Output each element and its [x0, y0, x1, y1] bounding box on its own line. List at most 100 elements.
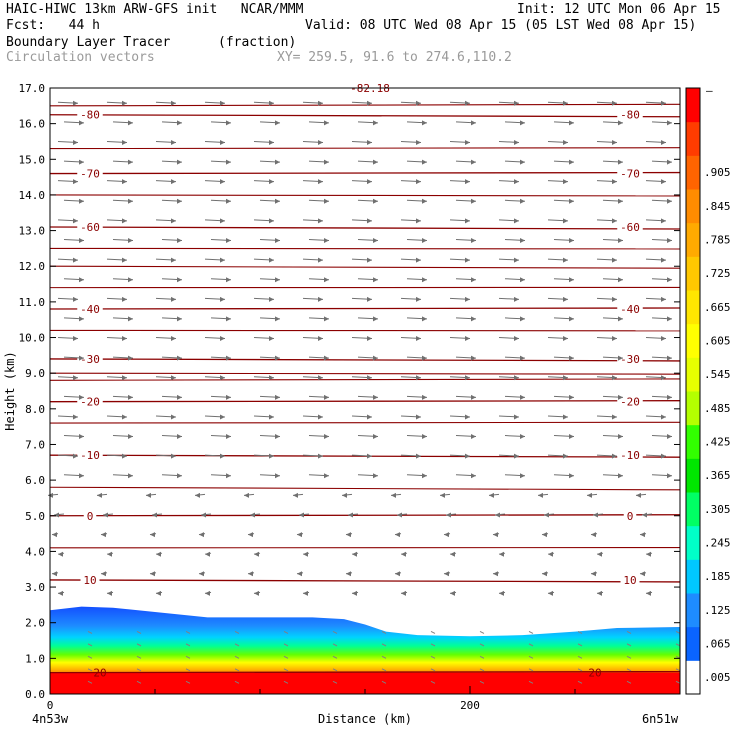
- vector-arrowhead: [661, 375, 666, 381]
- y-tick-label: 3.0: [25, 581, 45, 594]
- vector-arrowhead: [79, 120, 84, 126]
- low-level-vector: [626, 680, 632, 684]
- colorbar-tick-label: .365: [704, 469, 731, 482]
- vector-arrowhead: [275, 473, 280, 479]
- vector-arrowhead: [563, 179, 568, 185]
- vector-arrowhead: [318, 414, 323, 420]
- vector-arrowhead: [226, 355, 231, 361]
- low-level-vector: [185, 668, 191, 672]
- vector-arrowhead: [548, 590, 553, 596]
- y-tick-label: 0.0: [25, 688, 45, 701]
- y-tick-label: 6.0: [25, 474, 45, 487]
- contour-label: -20: [620, 396, 640, 409]
- vector-arrowhead: [177, 355, 182, 361]
- contour-label-bg: [77, 167, 103, 180]
- temperature-contour: [49, 514, 681, 517]
- vector-arrowhead: [520, 159, 525, 165]
- vector-arrowhead: [373, 277, 378, 283]
- vector-arrowhead: [226, 316, 231, 322]
- vector-arrowhead: [563, 375, 568, 381]
- low-level-vector: [626, 630, 632, 634]
- vector-arrowhead: [542, 571, 547, 577]
- vector-arrowhead: [465, 375, 470, 381]
- vector-arrowhead: [297, 571, 302, 577]
- vector-arrowhead: [199, 571, 204, 577]
- overlay-name: Circulation vectors: [6, 50, 155, 65]
- vector-arrowhead: [171, 336, 176, 342]
- vector-arrowhead: [563, 414, 568, 420]
- vector-arrowhead: [667, 473, 672, 479]
- temperature-contour: [49, 486, 681, 491]
- vector-arrowhead: [226, 238, 231, 243]
- vector-arrowhead: [128, 473, 133, 479]
- low-level-vector: [136, 680, 142, 684]
- vector-arrowhead: [324, 473, 329, 479]
- vector-arrowhead: [269, 414, 274, 420]
- vector-arrowhead: [416, 100, 421, 106]
- vector-arrowhead: [544, 512, 549, 518]
- vector-arrowhead: [367, 257, 372, 263]
- contour-label: -10: [80, 449, 100, 462]
- vector-arrowhead: [352, 590, 357, 596]
- vector-arrowhead: [520, 316, 525, 322]
- vector-arrowhead: [397, 512, 402, 518]
- x-end-label: 6n51w: [642, 712, 679, 726]
- vector-arrowhead: [244, 492, 249, 498]
- vector-arrowhead: [79, 473, 84, 479]
- vector-arrowhead: [269, 179, 274, 185]
- vector-arrowhead: [367, 453, 372, 459]
- contour-label-bg: [77, 221, 103, 234]
- vector-arrowhead: [73, 257, 78, 263]
- vector-arrowhead: [324, 120, 329, 126]
- vector-arrowhead: [612, 257, 617, 263]
- vector-arrowhead: [367, 375, 372, 381]
- vector-arrowhead: [269, 218, 274, 224]
- vector-arrowhead: [275, 434, 280, 440]
- low-level-vector: [430, 655, 436, 659]
- vector-arrowhead: [542, 532, 547, 538]
- vector-arrowhead: [220, 139, 225, 145]
- colorbar-segment: [686, 88, 700, 123]
- low-level-vector: [185, 680, 191, 684]
- vector-arrowhead: [73, 296, 78, 302]
- vector-arrowhead: [79, 277, 84, 283]
- low-level-vector: [381, 643, 387, 647]
- vector-arrowhead: [612, 218, 617, 224]
- vector-arrowhead: [248, 571, 253, 577]
- vector-arrowhead: [324, 159, 329, 165]
- field-units: (fraction): [218, 35, 297, 50]
- vector-arrowhead: [618, 434, 623, 440]
- vector-arrowhead: [73, 375, 78, 381]
- vector-arrowhead: [661, 336, 666, 342]
- colorbar-tick-label: .185: [704, 570, 731, 583]
- vector-arrowhead: [465, 257, 470, 263]
- vector-arrowhead: [587, 492, 592, 498]
- low-level-vector: [87, 655, 93, 659]
- vector-arrowhead: [346, 571, 351, 577]
- vector-arrowhead: [661, 139, 666, 145]
- vector-arrowhead: [226, 120, 231, 126]
- vector-arrowhead: [465, 100, 470, 106]
- vector-arrowhead: [465, 414, 470, 420]
- low-level-vector: [136, 630, 142, 634]
- vector-arrowhead: [514, 179, 519, 185]
- vector-arrowhead: [569, 473, 574, 479]
- temperature-contour: [49, 147, 681, 150]
- vector-arrowhead: [514, 375, 519, 381]
- vector-arrowhead: [73, 218, 78, 224]
- vector-arrowhead: [58, 551, 63, 557]
- vector-arrowhead: [667, 238, 672, 243]
- vector-arrowhead: [122, 179, 127, 185]
- temperature-contour: [49, 247, 681, 250]
- colorbar-segment: [686, 391, 700, 426]
- vector-arrowhead: [293, 492, 298, 498]
- colorbar-segment: [686, 559, 700, 594]
- vector-arrowhead: [520, 473, 525, 479]
- low-level-vector: [577, 668, 583, 672]
- vector-arrowhead: [612, 414, 617, 420]
- vector-arrowhead: [269, 453, 274, 459]
- vector-arrowhead: [416, 375, 421, 381]
- vector-arrowhead: [618, 473, 623, 479]
- temperature-contour: [49, 579, 681, 583]
- vector-arrowhead: [122, 100, 127, 106]
